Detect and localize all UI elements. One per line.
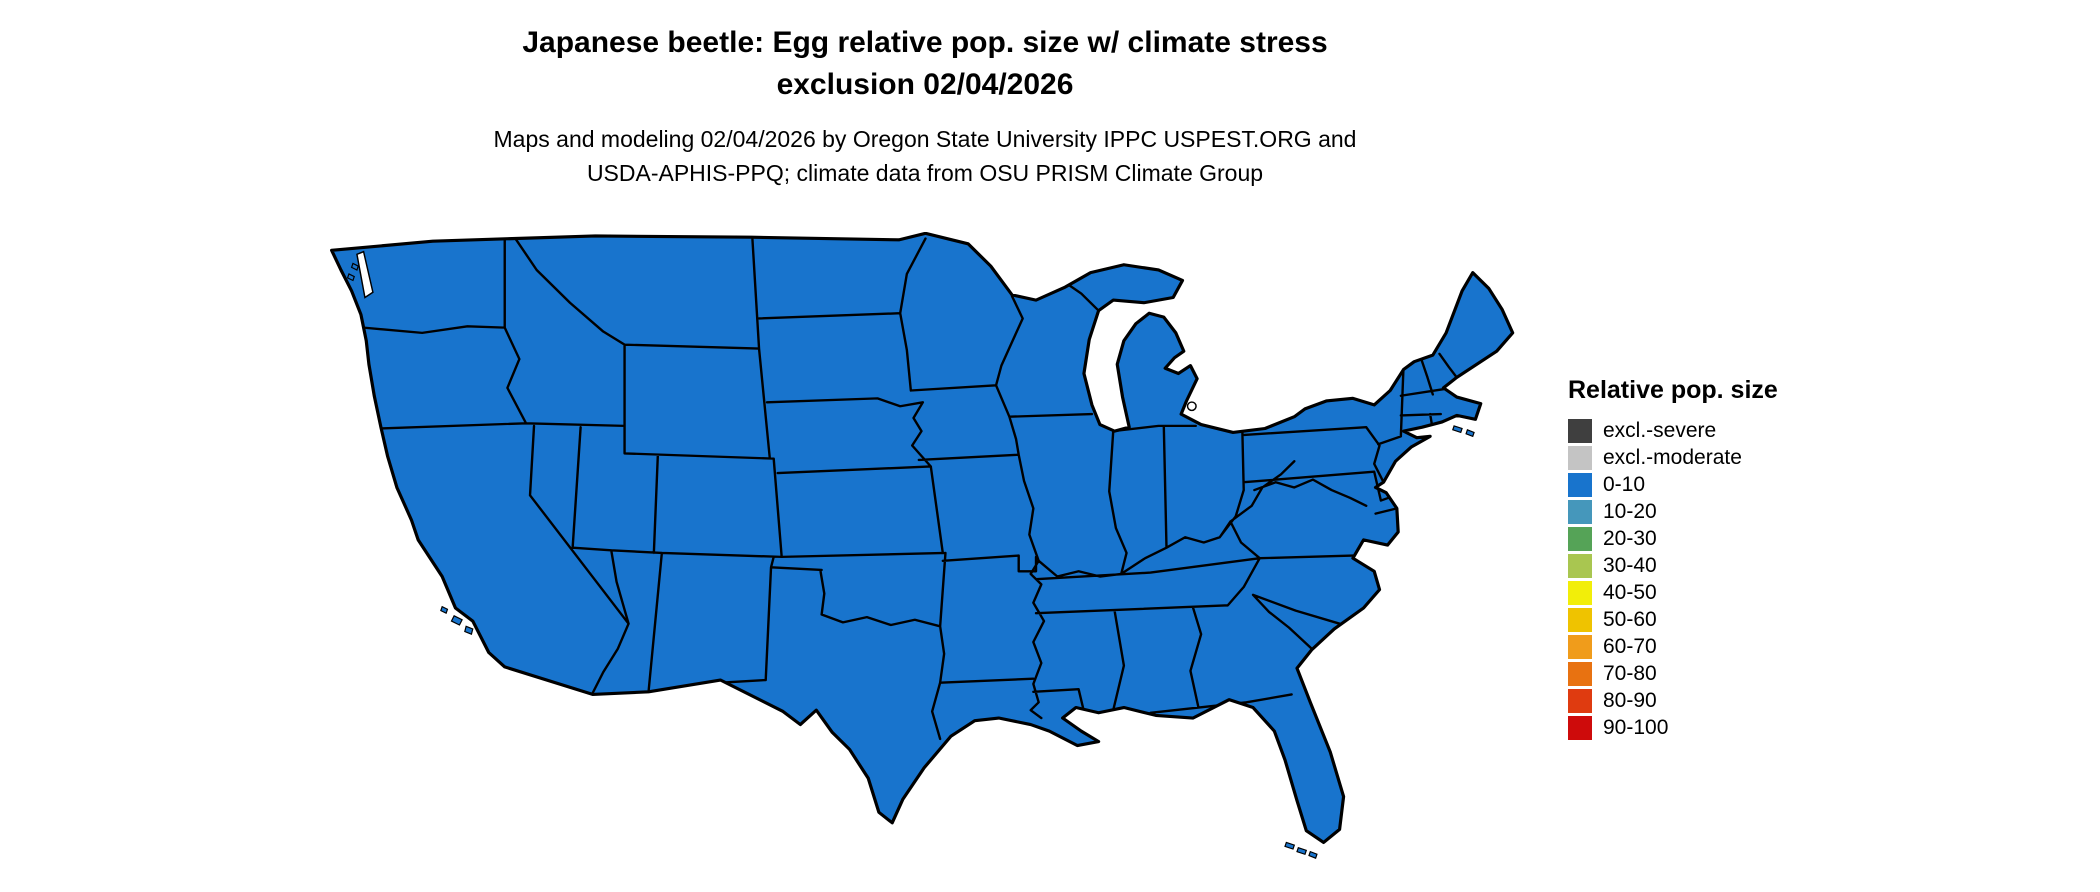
legend-label: 70-80 bbox=[1603, 662, 1657, 685]
channel-islands bbox=[440, 605, 474, 635]
legend-label: 0-10 bbox=[1603, 473, 1646, 496]
legend-label: 10-20 bbox=[1603, 500, 1657, 523]
massachusetts-islands bbox=[1452, 425, 1475, 438]
page-title: Japanese beetle: Egg relative pop. size … bbox=[250, 22, 1600, 106]
map-legend: Relative pop. size excl.-severe excl.-mod… bbox=[1568, 376, 1868, 741]
legend-label: excl.-moderate bbox=[1603, 446, 1742, 469]
legend-swatch bbox=[1568, 418, 1592, 443]
legend-swatch bbox=[1568, 715, 1592, 740]
title-line-1: Japanese beetle: Egg relative pop. size … bbox=[522, 26, 1328, 59]
legend-label: 60-70 bbox=[1603, 635, 1657, 658]
legend-label: 80-90 bbox=[1603, 689, 1657, 712]
legend-item: 40-50 bbox=[1568, 579, 1868, 606]
legend-item: 0-10 bbox=[1568, 471, 1868, 498]
legend-item: 50-60 bbox=[1568, 606, 1868, 633]
puget-sound-water bbox=[356, 250, 374, 299]
legend-swatch bbox=[1568, 445, 1592, 470]
title-line-2: exclusion 02/04/2026 bbox=[776, 68, 1074, 101]
legend-item: 30-40 bbox=[1568, 552, 1868, 579]
lake-st-clair-water bbox=[1186, 401, 1197, 412]
legend-item: 80-90 bbox=[1568, 687, 1868, 714]
water-features bbox=[356, 250, 374, 299]
us-nation-shape bbox=[330, 231, 1515, 845]
legend-label: 20-30 bbox=[1603, 527, 1657, 550]
coastal-islands bbox=[346, 262, 1475, 859]
legend-item: excl.-severe bbox=[1568, 417, 1868, 444]
legend-swatch bbox=[1568, 634, 1592, 659]
legend-swatch bbox=[1568, 526, 1592, 551]
legend-swatch bbox=[1568, 472, 1592, 497]
legend-swatch bbox=[1568, 499, 1592, 524]
legend-item: 10-20 bbox=[1568, 498, 1868, 525]
legend-title: Relative pop. size bbox=[1568, 376, 1778, 404]
legend-item: 70-80 bbox=[1568, 660, 1868, 687]
legend-swatch bbox=[1568, 607, 1592, 632]
legend-item: excl.-moderate bbox=[1568, 444, 1868, 471]
san-juan-islands bbox=[346, 262, 359, 282]
florida-keys bbox=[1284, 841, 1318, 859]
us-map bbox=[305, 231, 1530, 887]
legend-label: excl.-severe bbox=[1603, 419, 1717, 442]
legend-swatch bbox=[1568, 580, 1592, 605]
subtitle-line-1: Maps and modeling 02/04/2026 by Oregon S… bbox=[493, 126, 1357, 152]
legend-swatch bbox=[1568, 553, 1592, 578]
legend-item: 20-30 bbox=[1568, 525, 1868, 552]
state-borders bbox=[362, 237, 1458, 741]
page-subtitle: Maps and modeling 02/04/2026 by Oregon S… bbox=[250, 122, 1600, 190]
legend-label: 40-50 bbox=[1603, 581, 1657, 604]
legend-item: 60-70 bbox=[1568, 633, 1868, 660]
legend-label: 90-100 bbox=[1603, 716, 1669, 739]
subtitle-line-2: USDA-APHIS-PPQ; climate data from OSU PR… bbox=[586, 160, 1264, 186]
us-map-svg bbox=[330, 231, 1515, 859]
legend-item: 90-100 bbox=[1568, 714, 1868, 741]
legend-swatch bbox=[1568, 688, 1592, 713]
legend-swatch bbox=[1568, 661, 1592, 686]
legend-label: 50-60 bbox=[1603, 608, 1657, 631]
legend-rows: excl.-severe excl.-moderate 0-10 10-20 20-30… bbox=[1568, 417, 1868, 741]
legend-label: 30-40 bbox=[1603, 554, 1657, 577]
